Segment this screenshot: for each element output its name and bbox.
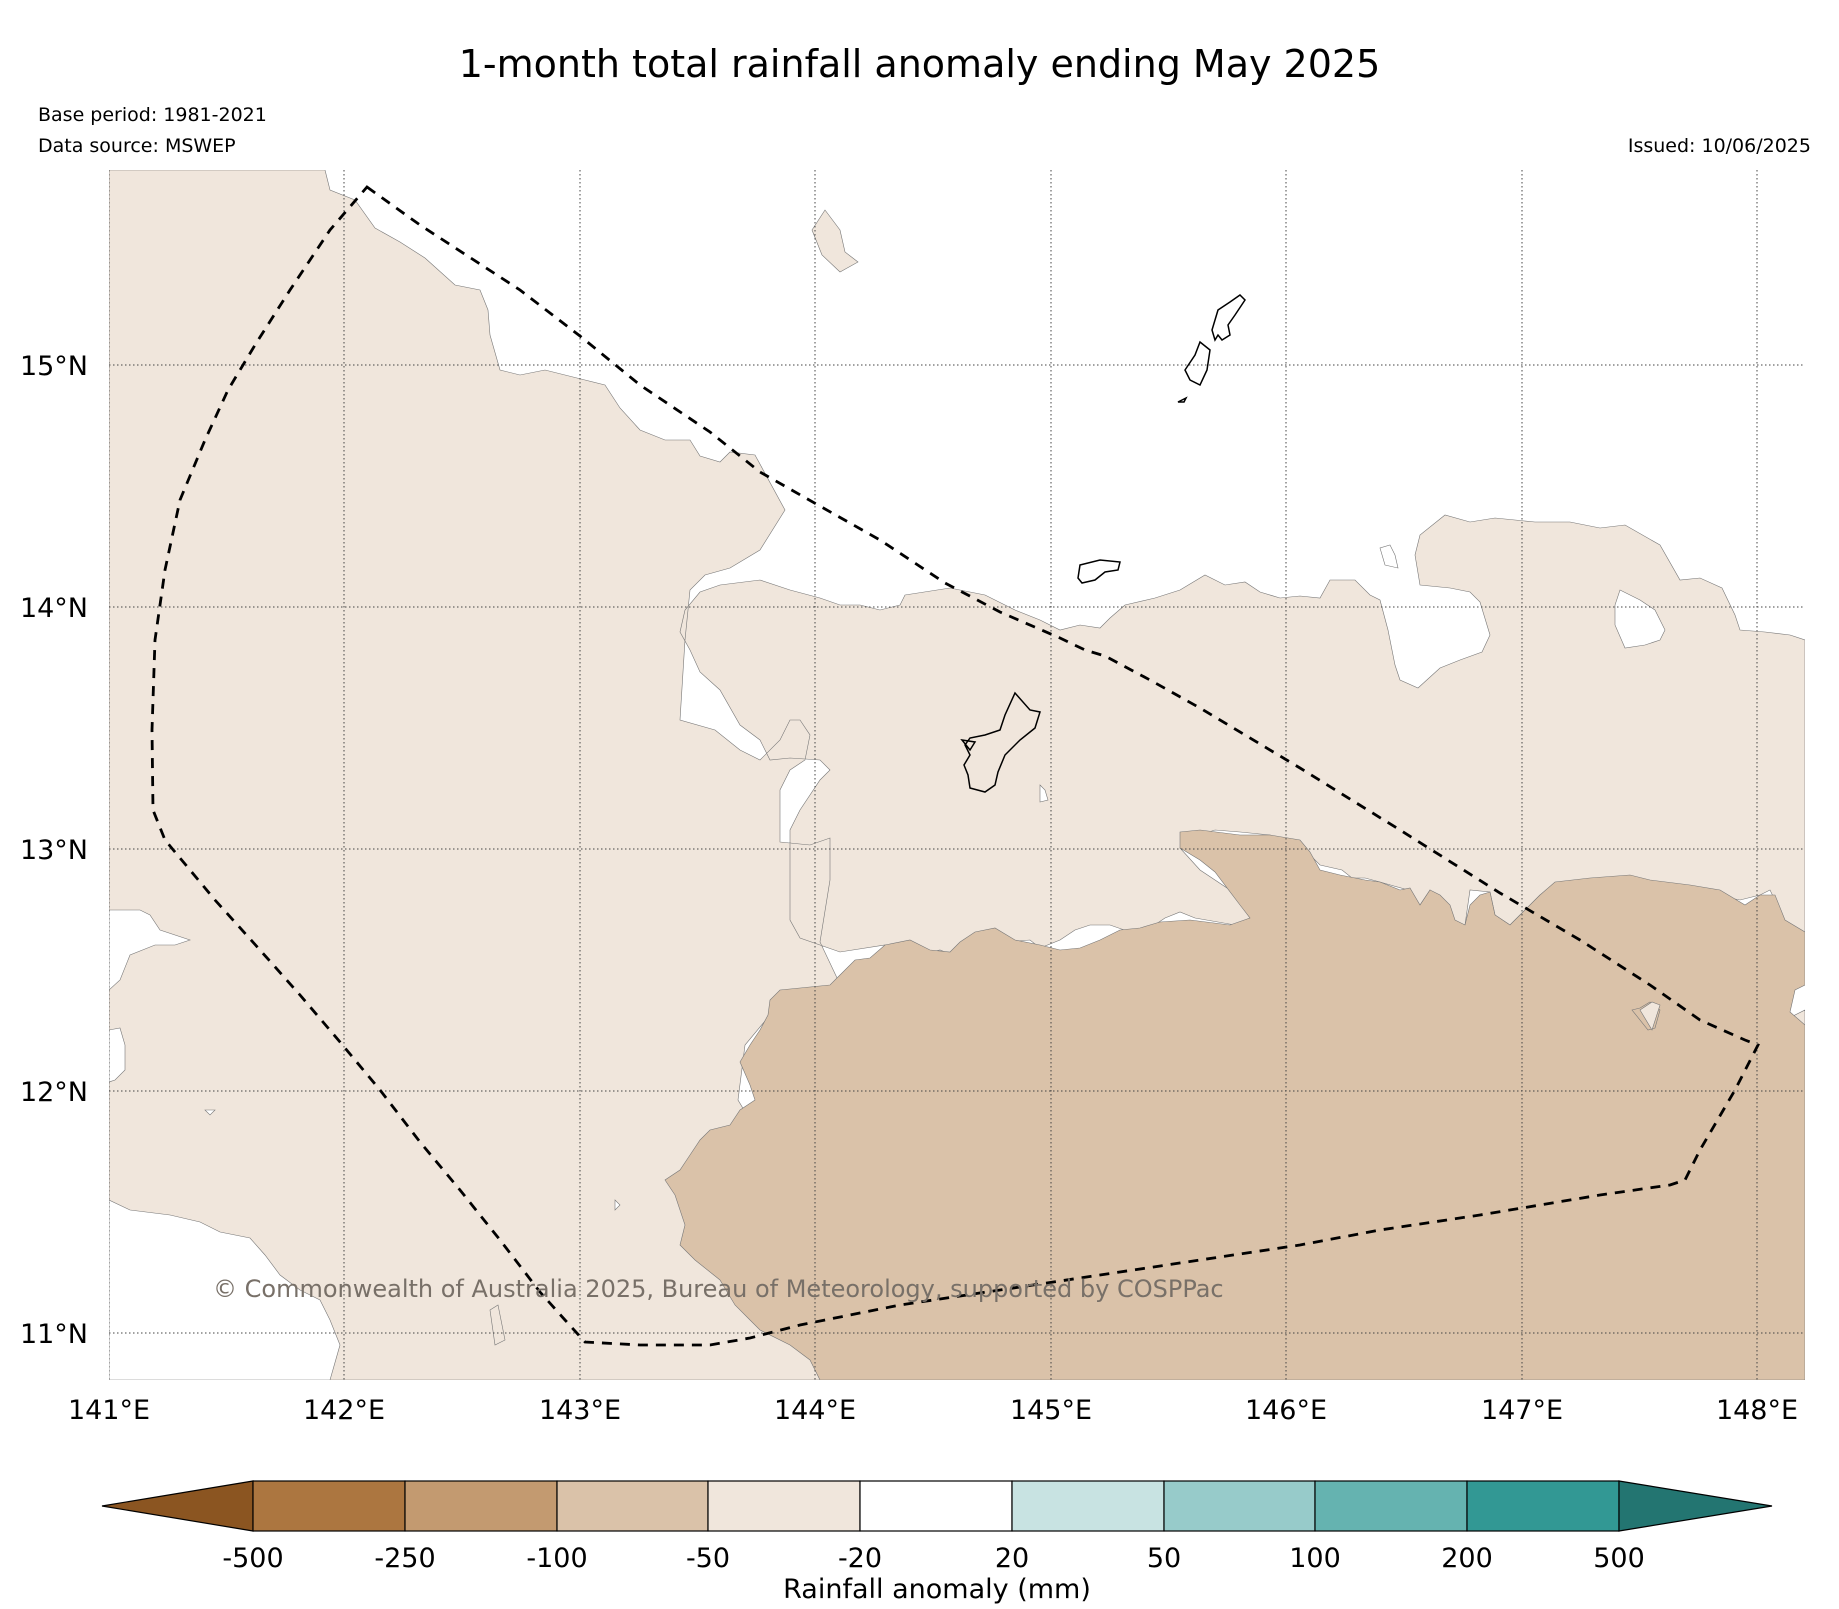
lon-tick-145E: 145°E [1010,1395,1092,1426]
colorbar-tick-label: -50 [686,1543,730,1574]
colorbar-tick-label: 200 [1441,1543,1493,1574]
colorbar: -500 -250 -100 -50 -20 20 50 100 200 500… [101,1480,1773,1605]
colorbar-tick-label: 50 [1147,1543,1181,1574]
colorbar-tick-label: -20 [838,1543,882,1574]
lat-tick-15N: 15°N [20,351,88,382]
lon-tick-146E: 146°E [1245,1395,1327,1426]
colorbar-extend-low [101,1480,254,1532]
lon-tick-142E: 142°E [303,1395,385,1426]
colorbar-bin-9 [1466,1480,1620,1532]
colorbar-bin-6 [1011,1480,1165,1532]
guam-coastline [960,691,1041,793]
map-plot-area: © Commonwealth of Australia 2025, Bureau… [109,170,1805,1380]
lat-tick-11N: 11°N [20,1319,88,1350]
colorbar-tick-label: -100 [526,1543,587,1574]
eez-dashed-boundary [150,185,1760,1347]
colorbar-tick-label: -250 [374,1543,435,1574]
aguijan-coastline [1177,396,1188,403]
colorbar-tick-labels: -500 -250 -100 -50 -20 20 50 100 200 500 [222,1543,1644,1574]
colorbar-tick-label: 20 [995,1543,1029,1574]
lon-tick-144E: 144°E [774,1395,856,1426]
issued-date-text: Issued: 10/06/2025 [1627,135,1811,157]
rota-coastline [1077,559,1121,584]
colorbar-tick-label: 500 [1593,1543,1645,1574]
colorbar-bin-3 [556,1480,709,1532]
map-title: 1-month total rainfall anomaly ending Ma… [458,42,1381,86]
lat-tick-14N: 14°N [20,593,88,624]
island-coastlines [960,294,1246,793]
latitude-labels: 15°N 14°N 13°N 12°N 11°N [20,351,88,1350]
tinian-coastline [1184,340,1211,387]
base-period-text: Base period: 1981-2021 [38,104,267,126]
longitude-labels: 141°E 142°E 143°E 144°E 145°E 146°E 147°… [68,1395,1798,1426]
lon-tick-147E: 147°E [1481,1395,1563,1426]
colorbar-tick-label: -500 [222,1543,283,1574]
copyright-notice: © Commonwealth of Australia 2025, Bureau… [213,1275,1224,1303]
lat-tick-13N: 13°N [20,835,88,866]
map-gridlines [109,170,1805,1380]
colorbar-bin-2 [404,1480,558,1532]
colorbar-extend-high [1618,1480,1773,1532]
colorbar-bin-8 [1314,1480,1468,1532]
saipan-coastline [1211,294,1246,342]
lat-tick-12N: 12°N [20,1077,88,1108]
colorbar-bin-1 [252,1480,406,1532]
data-source-text: Data source: MSWEP [38,135,236,157]
colorbar-bin-7 [1163,1480,1316,1532]
colorbar-title: Rainfall anomaly (mm) [783,1574,1091,1605]
anomaly-region-minus50-minus20 [109,170,1805,1380]
colorbar-bin-5 [859,1480,1013,1532]
anomaly-region-minus100-minus50 [664,829,1805,1380]
lon-tick-148E: 148°E [1716,1395,1798,1426]
lon-tick-141E: 141°E [68,1395,150,1426]
colorbar-bin-4 [707,1480,861,1532]
lon-tick-143E: 143°E [539,1395,621,1426]
colorbar-tick-label: 100 [1289,1543,1341,1574]
